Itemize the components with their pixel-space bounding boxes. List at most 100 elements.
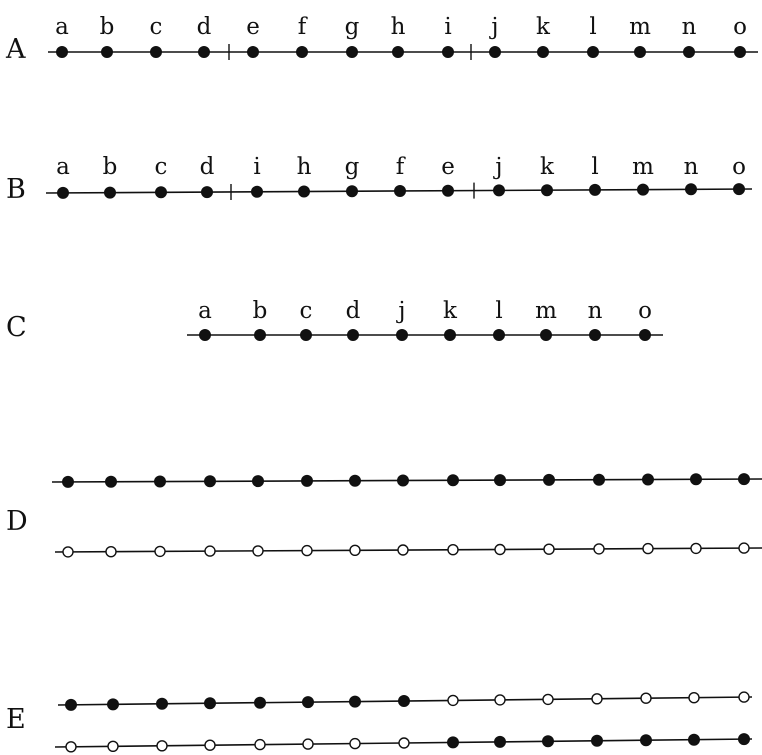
filled-dot: [349, 474, 361, 487]
filled-dot: [447, 736, 459, 749]
row-label: A: [5, 34, 26, 65]
filled-dot: [155, 186, 167, 199]
gene-letter: g: [345, 14, 360, 40]
filled-dot: [442, 184, 454, 197]
filled-dot: [639, 329, 651, 341]
filled-dot: [396, 329, 408, 341]
gene-letter: b: [100, 14, 115, 40]
gene-letter: m: [629, 14, 651, 40]
open-dot: [494, 543, 506, 556]
open-dot: [254, 738, 266, 751]
gene-letter: f: [298, 14, 308, 40]
gene-letter: j: [492, 154, 502, 180]
open-dot: [642, 542, 654, 555]
gene-letter: h: [391, 14, 406, 40]
gene-letter: l: [591, 154, 598, 180]
open-dot: [204, 545, 216, 557]
open-dot: [301, 544, 313, 557]
open-dot: [591, 693, 603, 705]
gene-letter: n: [588, 298, 603, 324]
filled-dot: [57, 186, 69, 199]
gene-letter: c: [155, 154, 168, 180]
filled-dot: [542, 735, 554, 748]
filled-dot: [201, 186, 213, 199]
gene-letter: k: [536, 14, 551, 40]
filled-dot: [302, 696, 314, 709]
open-dot: [738, 542, 750, 554]
row-label: B: [6, 174, 26, 205]
gene-letter: b: [253, 298, 268, 324]
filled-dot: [494, 474, 506, 487]
filled-dot: [634, 46, 646, 58]
filled-dot: [56, 46, 68, 58]
filled-dot: [204, 697, 216, 710]
gene-letter: a: [198, 298, 212, 324]
filled-dot: [493, 329, 505, 341]
open-dot: [204, 739, 216, 751]
open-dot: [494, 694, 506, 706]
open-dot: [640, 692, 652, 704]
gene-letter: c: [300, 298, 313, 324]
open-dot: [688, 692, 700, 704]
filled-dot: [104, 186, 116, 199]
filled-dot: [637, 183, 649, 196]
filled-dot: [252, 475, 264, 488]
filled-dot: [300, 329, 312, 341]
filled-dot: [738, 733, 750, 746]
filled-dot: [65, 698, 77, 711]
open-dot: [252, 545, 264, 557]
gene-letter: j: [395, 298, 405, 324]
gene-letter: n: [682, 14, 697, 40]
gene-letter: d: [197, 14, 212, 40]
filled-dot: [685, 183, 697, 196]
filled-dot: [347, 329, 359, 341]
filled-dot: [199, 329, 211, 341]
gene-letter: n: [684, 154, 699, 180]
gene-letter: h: [297, 154, 312, 180]
open-dot: [65, 741, 77, 753]
open-dot: [397, 544, 409, 556]
gene-letter: o: [638, 298, 652, 324]
gene-letter: l: [589, 14, 596, 40]
filled-dot: [346, 46, 358, 58]
row-E: E: [6, 691, 753, 753]
filled-dot: [589, 329, 601, 341]
filled-dot: [107, 698, 119, 711]
gene-letter: a: [55, 14, 69, 40]
filled-dot: [397, 474, 409, 487]
open-dot: [447, 544, 459, 556]
filled-dot: [447, 474, 459, 487]
filled-dot: [392, 46, 404, 58]
open-dot: [398, 737, 410, 749]
filled-dot: [62, 475, 74, 488]
filled-dot: [589, 183, 601, 196]
gene-letter: o: [733, 14, 747, 40]
filled-dot: [301, 474, 313, 487]
filled-dot: [690, 473, 702, 486]
filled-dot: [298, 185, 310, 198]
filled-dot: [688, 733, 700, 746]
row-A: Aa b c d e f g h i j k l m n o: [5, 14, 758, 65]
open-dot: [349, 544, 361, 556]
filled-dot: [733, 183, 745, 196]
filled-dot: [640, 734, 652, 747]
filled-dot: [540, 329, 552, 341]
gene-letter: g: [345, 154, 360, 180]
filled-dot: [247, 46, 259, 58]
gene-letter: k: [443, 298, 458, 324]
gene-letter: f: [396, 154, 406, 180]
open-dot: [154, 545, 166, 558]
filled-dot: [543, 473, 555, 486]
gene-letter: o: [732, 154, 746, 180]
filled-dot: [587, 46, 599, 58]
open-dot: [593, 543, 605, 555]
gene-letter: c: [150, 14, 163, 40]
filled-dot: [156, 697, 168, 710]
filled-dot: [541, 184, 553, 197]
filled-dot: [442, 46, 454, 58]
gene-letter: m: [535, 298, 557, 324]
open-dot: [738, 691, 750, 703]
filled-dot: [105, 475, 117, 488]
row-D: D: [6, 473, 762, 558]
